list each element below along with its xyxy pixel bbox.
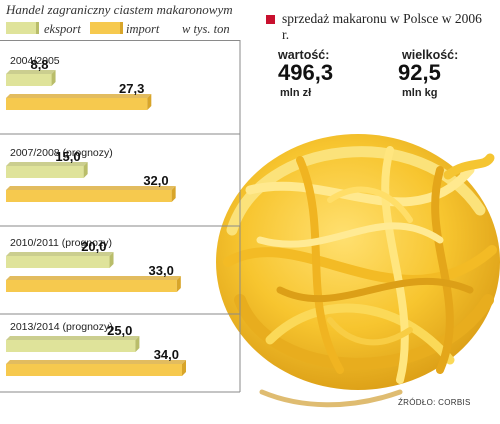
value-unit: mln zł: [280, 87, 312, 99]
sales-info-box: sprzedaż makaronu w Polsce w 2006 r. war…: [258, 4, 494, 100]
value-number: 496,3: [278, 60, 334, 85]
bar-eksport: [6, 256, 110, 268]
category-label: 2004/2005: [10, 55, 60, 67]
bar-end-import: [176, 276, 181, 292]
data-label-eksport: 15,0: [55, 149, 80, 164]
bar-eksport: [6, 166, 84, 178]
bar-end-eksport: [109, 252, 114, 268]
bar-top-eksport: [6, 252, 114, 256]
chart-title: Handel zagraniczny ciastem makaronowym: [6, 2, 233, 17]
info-marker-icon: [266, 15, 275, 24]
legend-divider: [0, 40, 240, 41]
bar-import: [6, 190, 172, 202]
bar-eksport: [6, 340, 136, 352]
bar-top-eksport: [6, 336, 140, 340]
legend-swatch-eksport: [6, 22, 39, 34]
bar-end-eksport: [135, 336, 140, 352]
data-label-eksport: 8,8: [30, 57, 48, 72]
bar-import: [6, 364, 182, 376]
volume-number: 92,5: [398, 60, 441, 85]
value-label: wartość:: [278, 48, 330, 62]
data-label-import: 32,0: [143, 173, 168, 188]
chart-panel-lines: [0, 40, 241, 393]
bar-end-import: [147, 94, 152, 110]
data-label-import: 34,0: [154, 347, 179, 362]
bar-end-import: [171, 186, 176, 202]
data-label-import: 27,3: [119, 81, 144, 96]
bar-top-import: [6, 276, 181, 280]
bar-top-import: [6, 186, 176, 190]
bar-top-eksport: [6, 162, 88, 166]
bar-end-eksport: [51, 70, 56, 86]
bar-eksport: [6, 74, 52, 86]
bar-top-import: [6, 94, 152, 98]
unit-label: w tys. ton: [182, 22, 230, 36]
volume-unit: mln kg: [402, 87, 438, 99]
legend-label-import: import: [126, 22, 160, 36]
bar-top-import: [6, 360, 186, 364]
data-label-eksport: 25,0: [107, 323, 132, 338]
info-title: sprzedaż makaronu w Polsce w 2006 r.: [282, 11, 482, 42]
bar-import: [6, 98, 148, 110]
bar-import: [6, 280, 177, 292]
category-label: 2007/2008 (prognozy): [10, 147, 113, 159]
data-label-import: 33,0: [149, 263, 174, 278]
bar-top-eksport: [6, 70, 56, 74]
data-label-eksport: 20,0: [81, 239, 106, 254]
volume-label: wielkość:: [402, 48, 459, 62]
legend-label-eksport: eksport: [44, 22, 81, 36]
pasta-nest-image: [216, 134, 500, 408]
bar-end-eksport: [83, 162, 88, 178]
category-label: 2010/2011 (prognozy): [10, 237, 112, 249]
bar-end-import: [182, 360, 186, 376]
source-note: ŹRÓDŁO: CORBIS: [398, 398, 471, 407]
legend-swatch-import: [90, 22, 123, 34]
category-label: 2013/2014 (prognozy): [10, 321, 113, 333]
